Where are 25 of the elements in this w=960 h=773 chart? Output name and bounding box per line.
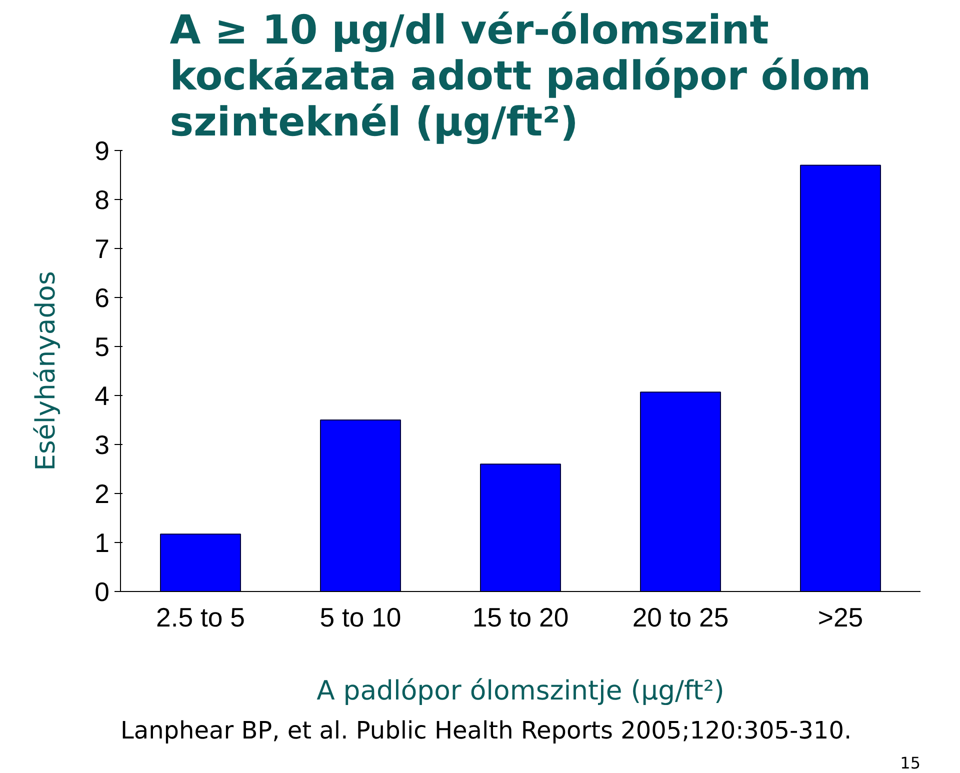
y-tick-label: 7	[94, 234, 110, 264]
y-tick-label: 0	[94, 577, 110, 607]
y-tick-label: 8	[94, 185, 110, 215]
bar	[800, 164, 881, 592]
x-tick-label: >25	[818, 602, 864, 632]
y-tick-label: 1	[94, 528, 110, 558]
bar	[480, 464, 561, 592]
y-tick-label: 9	[94, 136, 110, 166]
chart-title: A ≥ 10 μg/dl vér-ólomszint kockázata adott padlópor ólom szinteknél (μg/ft²)	[170, 8, 872, 146]
bar	[160, 534, 241, 592]
x-tick-label: 2.5 to 5	[156, 602, 245, 632]
x-tick-label: 15 to 20	[472, 602, 569, 632]
bar	[320, 420, 401, 592]
x-axis-title: A padlópor ólomszintje (μg/ft²)	[316, 676, 724, 706]
text: Lanphear BP, et al. Public Health Reports 2005;120:305-310.	[120, 716, 852, 744]
y-tick-label: 2	[94, 479, 110, 509]
y-tick-label: 3	[94, 430, 110, 460]
y-tick-label: 4	[94, 381, 110, 411]
x-tick-label: 5 to 10	[320, 602, 402, 632]
y-tick-label: 5	[94, 332, 110, 362]
y-axis-title: Esélyhányados	[30, 271, 62, 471]
bar	[640, 392, 721, 592]
y-tick-label: 6	[94, 283, 110, 313]
text: 15	[900, 754, 920, 772]
x-tick-label: 20 to 25	[632, 602, 729, 632]
